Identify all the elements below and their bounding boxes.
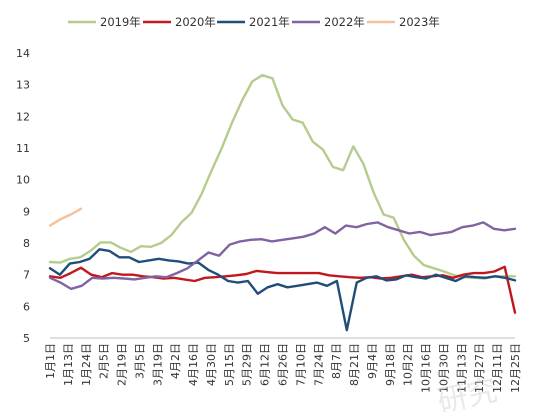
y-tick-label: 12 [16, 110, 30, 123]
x-tick-label: 4月16日 [187, 343, 200, 386]
x-tick-label: 5月29日 [241, 343, 254, 386]
legend-label: 2021年 [249, 15, 290, 29]
x-tick-label: 10月16日 [420, 343, 433, 393]
x-tick-label: 12月11日 [491, 343, 504, 393]
x-tick-label: 3月19日 [151, 343, 164, 386]
x-tick-label: 2月5日 [98, 343, 111, 379]
x-tick-label: 8月21日 [348, 343, 361, 386]
x-tick-label: 5月15日 [223, 343, 236, 386]
y-tick-label: 13 [16, 79, 30, 92]
y-tick-label: 14 [16, 47, 30, 60]
legend-label: 2023年 [399, 15, 440, 29]
x-tick-label: 11月13日 [455, 343, 468, 393]
legend-label: 2020年 [175, 15, 216, 29]
x-tick-label: 12月25日 [509, 343, 522, 393]
legend-label: 2022年 [324, 15, 365, 29]
y-tick-label: 10 [16, 174, 30, 187]
series-line [48, 248, 517, 332]
series-line [48, 265, 517, 314]
y-axis: 5 6 7 8 9 10 11 12 13 14 [16, 47, 30, 345]
x-tick-label: 4月2日 [169, 343, 182, 379]
x-tick-label: 10月30日 [437, 343, 450, 393]
y-tick-label: 7 [23, 269, 30, 282]
x-tick-label: 8月7日 [330, 343, 343, 379]
x-tick-label: 7月10日 [294, 343, 307, 386]
x-tick-label: 9月18日 [384, 343, 397, 386]
x-axis: 1月1日 1月13日 1月24日 2月5日 2月19日 3月5日 3月19日 4月2日 4月16… [44, 337, 522, 393]
series-layer [48, 73, 517, 332]
y-tick-label: 8 [23, 237, 30, 250]
x-tick-label: 6月26日 [277, 343, 290, 386]
x-tick-label: 9月4日 [366, 343, 379, 379]
series-line [48, 221, 517, 291]
legend-label: 2019年 [100, 15, 141, 29]
y-tick-label: 11 [16, 142, 30, 155]
x-tick-label: 3月5日 [133, 343, 146, 379]
x-tick-label: 1月24日 [80, 343, 93, 386]
y-tick-label: 9 [23, 205, 30, 218]
x-tick-label: 4月30日 [205, 343, 218, 386]
y-tick-label: 6 [23, 300, 30, 313]
x-tick-label: 11月27日 [473, 343, 486, 393]
legend: 2019年 2020年 2021年 2022年 2023年 [68, 15, 440, 29]
y-tick-label: 5 [23, 332, 30, 345]
x-tick-label: 1月13日 [62, 343, 75, 386]
x-tick-label: 6月12日 [259, 343, 272, 386]
series-line [48, 207, 83, 227]
series-line [48, 73, 517, 280]
x-tick-label: 10月2日 [402, 343, 415, 386]
x-tick-label: 7月24日 [312, 343, 325, 386]
x-tick-label: 2月19日 [116, 343, 129, 386]
x-tick-label: 1月1日 [44, 343, 57, 379]
